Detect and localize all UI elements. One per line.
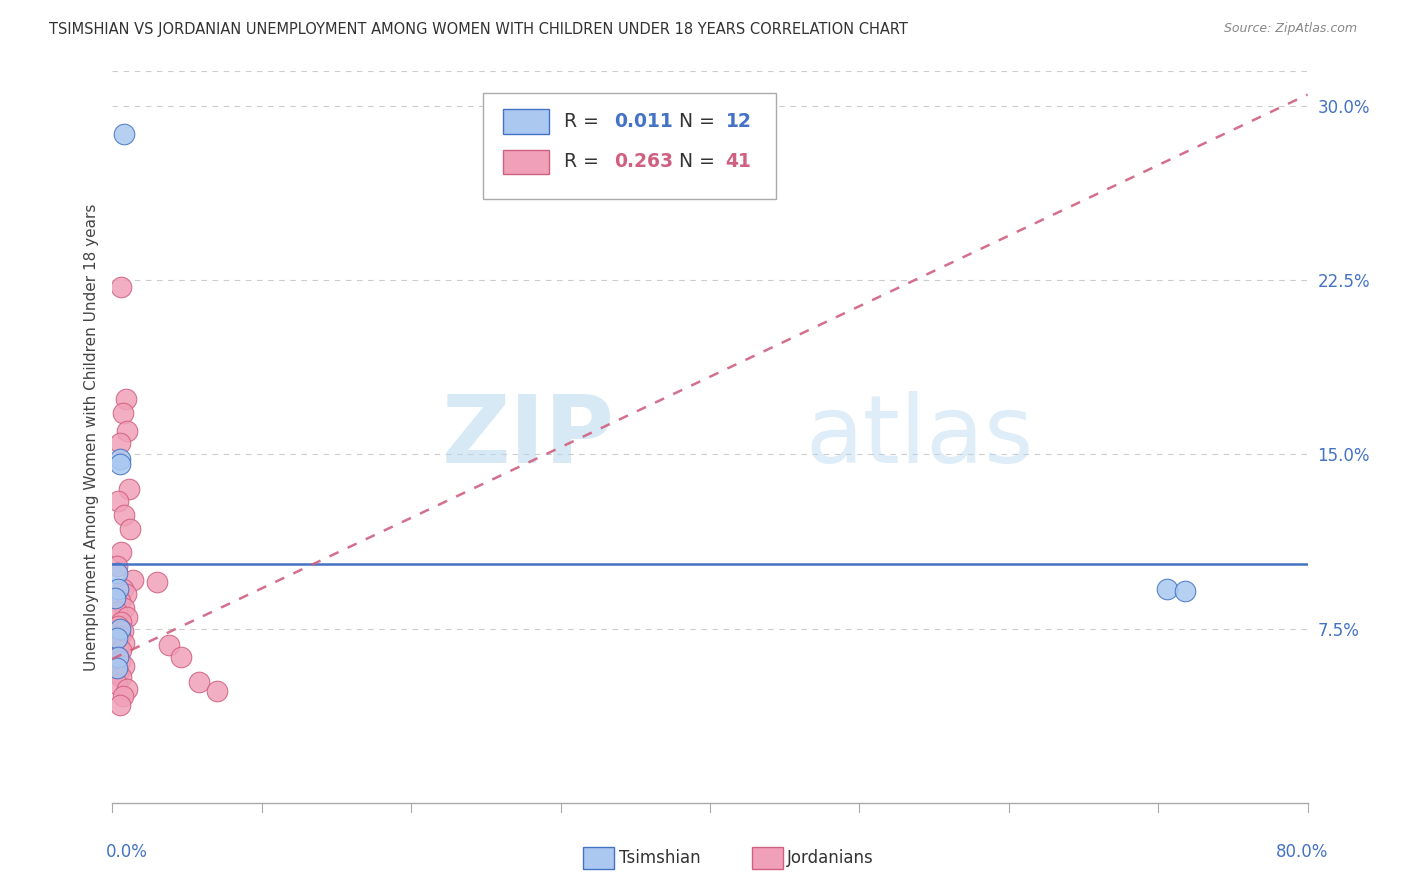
Point [107, 665, 129, 680]
Point [105, 558, 128, 573]
Point [108, 436, 131, 450]
Point [1174, 584, 1197, 599]
Point [110, 670, 132, 684]
Point [107, 640, 129, 655]
Point [111, 624, 134, 638]
Point [105, 677, 128, 691]
Point [108, 629, 131, 643]
Text: TSIMSHIAN VS JORDANIAN UNEMPLOYMENT AMONG WOMEN WITH CHILDREN UNDER 18 YEARS COR: TSIMSHIAN VS JORDANIAN UNEMPLOYMENT AMON… [49, 22, 908, 37]
Point [115, 392, 138, 406]
Point [107, 619, 129, 633]
Point [105, 606, 128, 620]
Point [188, 675, 211, 690]
Text: R =: R = [564, 112, 605, 130]
Text: N =: N = [679, 152, 721, 171]
Point [104, 633, 127, 648]
Y-axis label: Unemployment Among Women with Children Under 18 years: Unemployment Among Women with Children U… [83, 203, 98, 671]
Point [110, 280, 132, 294]
Point [114, 508, 135, 522]
Point [118, 483, 141, 497]
Point [105, 629, 128, 643]
Text: 12: 12 [725, 112, 751, 130]
FancyBboxPatch shape [503, 150, 548, 175]
Point [111, 689, 134, 703]
FancyBboxPatch shape [503, 110, 548, 135]
Point [1156, 582, 1178, 597]
Point [117, 424, 139, 438]
Point [146, 575, 169, 590]
Point [110, 545, 132, 559]
Point [157, 638, 180, 652]
Point [120, 522, 142, 536]
Point [115, 587, 138, 601]
Point [104, 591, 127, 606]
Point [105, 566, 128, 580]
Text: N =: N = [679, 112, 721, 130]
Point [108, 654, 131, 668]
Point [108, 594, 131, 608]
Text: 0.263: 0.263 [614, 152, 673, 171]
Point [110, 642, 132, 657]
Point [107, 494, 129, 508]
Point [105, 631, 128, 645]
Point [122, 573, 145, 587]
Text: Source: ZipAtlas.com: Source: ZipAtlas.com [1223, 22, 1357, 36]
Text: 0.0%: 0.0% [105, 843, 148, 861]
Point [111, 406, 134, 420]
Text: Tsimshian: Tsimshian [619, 849, 700, 867]
Text: 41: 41 [725, 152, 751, 171]
Point [117, 610, 139, 624]
Text: ZIP: ZIP [441, 391, 614, 483]
Point [114, 658, 135, 673]
Text: 0.011: 0.011 [614, 112, 673, 130]
Text: 80.0%: 80.0% [1277, 843, 1329, 861]
Point [117, 681, 139, 696]
Point [205, 684, 228, 698]
Point [105, 649, 128, 664]
FancyBboxPatch shape [484, 94, 776, 200]
Point [111, 582, 134, 597]
Text: Jordanians: Jordanians [787, 849, 875, 867]
Point [108, 457, 131, 471]
Point [108, 698, 131, 713]
Point [114, 127, 135, 141]
Point [114, 600, 135, 615]
Point [107, 649, 129, 664]
Point [114, 635, 135, 649]
Point [108, 452, 131, 467]
Text: R =: R = [564, 152, 605, 171]
Point [105, 661, 128, 675]
Point [107, 582, 129, 597]
Text: atlas: atlas [806, 391, 1033, 483]
Point [110, 615, 132, 629]
Point [108, 622, 131, 636]
Point [170, 649, 193, 664]
